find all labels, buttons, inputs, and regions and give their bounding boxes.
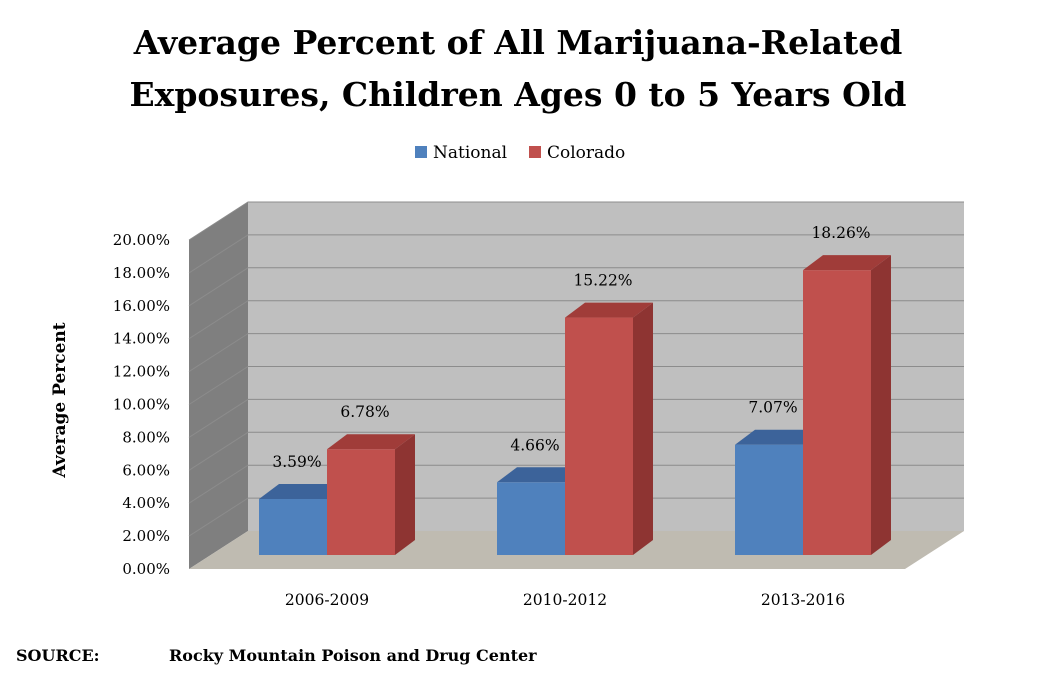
bars <box>259 255 891 556</box>
y-axis-ticks: 0.00% 2.00% 4.00% 6.00% 8.00% 10.00% 12.00% 14.… <box>113 231 170 578</box>
gridline <box>188 300 964 340</box>
gridline <box>188 201 964 241</box>
bar-national-2013-2016 <box>735 444 803 555</box>
legend-swatch-national <box>415 146 427 158</box>
y-tick-label: 18.00% <box>113 264 170 282</box>
bar-top-colorado-2010-2012 <box>565 302 653 318</box>
legend-swatch-colorado <box>529 146 541 158</box>
legend-label-national: National <box>433 143 507 163</box>
gridline <box>188 333 964 373</box>
bar-top-national-2006-2009 <box>259 483 347 499</box>
category-label-2006-2009: 2006-2009 <box>285 591 369 609</box>
y-tick-label: 12.00% <box>113 363 170 381</box>
data-label-national-2013-2016: 7.07% <box>748 399 797 417</box>
y-tick-label: 10.00% <box>113 396 170 414</box>
bar-top-national-2013-2016 <box>735 429 823 445</box>
gridline <box>188 464 964 504</box>
data-label-colorado-2010-2012: 15.22% <box>573 272 632 290</box>
chart-title-line-2: Exposures, Children Ages 0 to 5 Years Ol… <box>130 75 907 114</box>
y-tick-label: 14.00% <box>113 330 170 348</box>
legend: National Colorado <box>415 143 625 163</box>
category-label-2013-2016: 2013-2016 <box>761 591 845 609</box>
gridline <box>188 398 964 438</box>
gridline <box>188 431 964 471</box>
gridline <box>188 366 964 405</box>
bar-national-2010-2012 <box>497 482 565 555</box>
bar-national-2006-2009 <box>259 498 327 555</box>
legend-label-colorado: Colorado <box>547 143 625 163</box>
source-label: SOURCE: <box>16 646 100 665</box>
data-label-colorado-2013-2016: 18.26% <box>811 224 870 242</box>
data-label-national-2010-2012: 4.66% <box>510 436 559 454</box>
category-label-2010-2012: 2010-2012 <box>523 591 607 609</box>
bar-top-national-2010-2012 <box>497 467 585 483</box>
bar-side-colorado-2006-2009 <box>395 434 415 555</box>
chart-title-line-1: Average Percent of All Marijuana-Related <box>133 23 903 62</box>
bar-side-colorado-2010-2012 <box>633 302 653 555</box>
data-labels: 3.59% 6.78% 4.66% 15.22% 7.07% 18.26% <box>272 224 870 471</box>
data-label-national-2006-2009: 3.59% <box>272 453 321 471</box>
y-tick-label: 0.00% <box>122 560 170 578</box>
y-tick-label: 20.00% <box>113 231 170 249</box>
gridline <box>188 267 964 307</box>
gridline <box>188 234 964 274</box>
bar-colorado-2013-2016 <box>803 270 871 555</box>
y-tick-label: 8.00% <box>122 428 170 446</box>
bar-colorado-2010-2012 <box>565 317 633 555</box>
gridline <box>188 497 964 537</box>
y-tick-label: 16.00% <box>113 297 170 315</box>
y-tick-label: 6.00% <box>122 461 170 479</box>
source-text: Rocky Mountain Poison and Drug Center <box>169 646 537 665</box>
bar-top-colorado-2013-2016 <box>803 255 891 271</box>
bar-top-colorado-2006-2009 <box>327 434 415 450</box>
category-labels: 2006-2009 2010-2012 2013-2016 <box>285 591 845 609</box>
y-axis-title: Average Percent <box>50 322 70 478</box>
bar-colorado-2006-2009 <box>327 449 395 555</box>
gridlines <box>188 201 964 537</box>
y-tick-label: 2.00% <box>122 527 170 545</box>
y-tick-label: 4.00% <box>122 494 170 512</box>
bar-side-colorado-2013-2016 <box>871 255 891 556</box>
data-label-colorado-2006-2009: 6.78% <box>340 403 389 421</box>
